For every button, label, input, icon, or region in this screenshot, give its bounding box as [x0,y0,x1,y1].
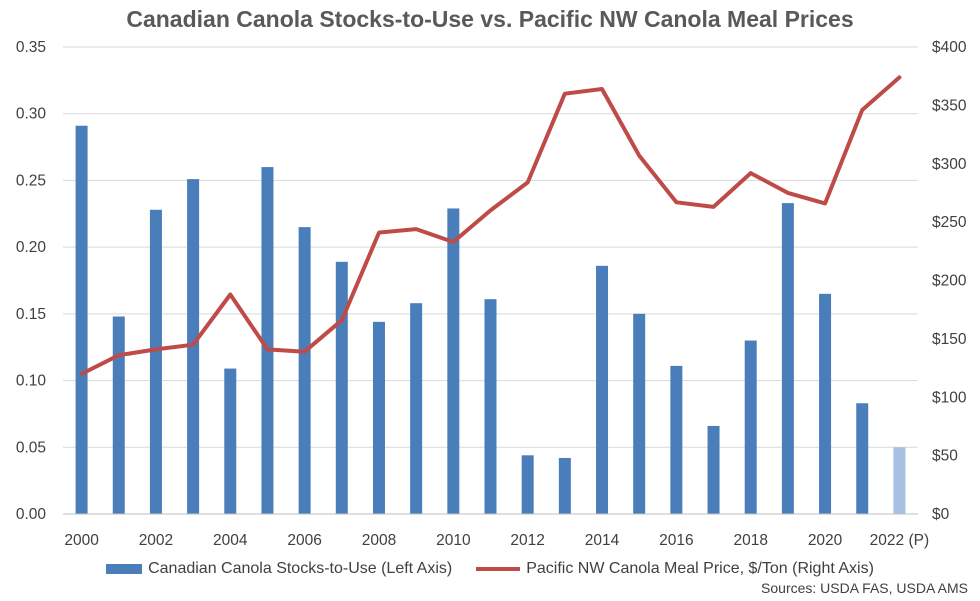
bar [112,316,125,514]
x-tick-label: 2000 [64,532,99,549]
x-tick-label: 2014 [585,532,620,549]
y-left-tick-label: 0.05 [16,439,46,456]
y-right-tick-label: $150 [932,331,967,348]
y-left-tick-label: 0.35 [16,39,46,56]
bar [335,261,348,514]
legend-label-stocks: Canadian Canola Stocks-to-Use (Left Axis… [148,560,453,577]
bar [856,403,869,514]
legend-swatch-bar [106,564,143,574]
y-left-tick-label: 0.15 [16,306,46,323]
y-right-tick-label: $100 [932,389,967,406]
bar [819,293,832,514]
y-right-tick-label: $250 [932,214,967,231]
x-tick-label: 2022 (P) [870,532,929,549]
bar [781,203,794,514]
price-line [79,75,902,376]
bar [558,457,571,514]
y-left-tick-label: 0.30 [16,106,47,123]
bar [261,167,274,515]
bar [75,125,88,515]
x-tick-label: 2020 [808,532,843,549]
bar [633,313,646,514]
bar [224,368,237,514]
bar [893,447,906,514]
x-tick-label: 2018 [733,532,767,549]
y-left-tick-label: 0.25 [16,172,46,189]
legend-label-price: Pacific NW Canola Meal Price, $/Ton (Rig… [526,560,874,577]
bar [149,209,162,515]
bar [596,265,609,514]
y-left-tick-label: 0.10 [16,373,47,390]
x-tick-label: 2012 [510,532,544,549]
bar [744,340,757,514]
bar [372,321,385,514]
bar [521,455,534,514]
legend-item-price: Pacific NW Canola Meal Price, $/Ton (Rig… [476,560,874,578]
bar [447,208,460,514]
bar [410,303,423,514]
y-right-tick-label: $350 [932,97,967,114]
legend: Canadian Canola Stocks-to-Use (Left Axis… [0,560,980,578]
y-left-tick-label: 0.00 [16,506,47,523]
x-tick-label: 2008 [362,532,396,549]
x-tick-label: 2002 [139,532,173,549]
y-right-tick-label: $200 [932,273,967,290]
bar [670,365,683,514]
bar [298,227,311,514]
x-tick-label: 2004 [213,532,248,549]
y-right-tick-label: $400 [932,39,967,56]
x-tick-label: 2006 [287,532,321,549]
bar [484,299,497,514]
legend-swatch-line [476,567,521,571]
legend-item-stocks: Canadian Canola Stocks-to-Use (Left Axis… [106,560,452,578]
source-note: Sources: USDA FAS, USDA AMS [761,580,968,596]
y-right-tick-label: $0 [932,506,950,523]
chart-title: Canadian Canola Stocks-to-Use vs. Pacifi… [126,6,854,32]
bar [707,425,720,514]
x-tick-label: 2010 [436,532,471,549]
x-tick-label: 2016 [659,532,693,549]
y-left-tick-label: 0.20 [16,239,47,256]
y-right-tick-label: $300 [932,156,967,173]
y-right-tick-label: $50 [932,448,958,465]
